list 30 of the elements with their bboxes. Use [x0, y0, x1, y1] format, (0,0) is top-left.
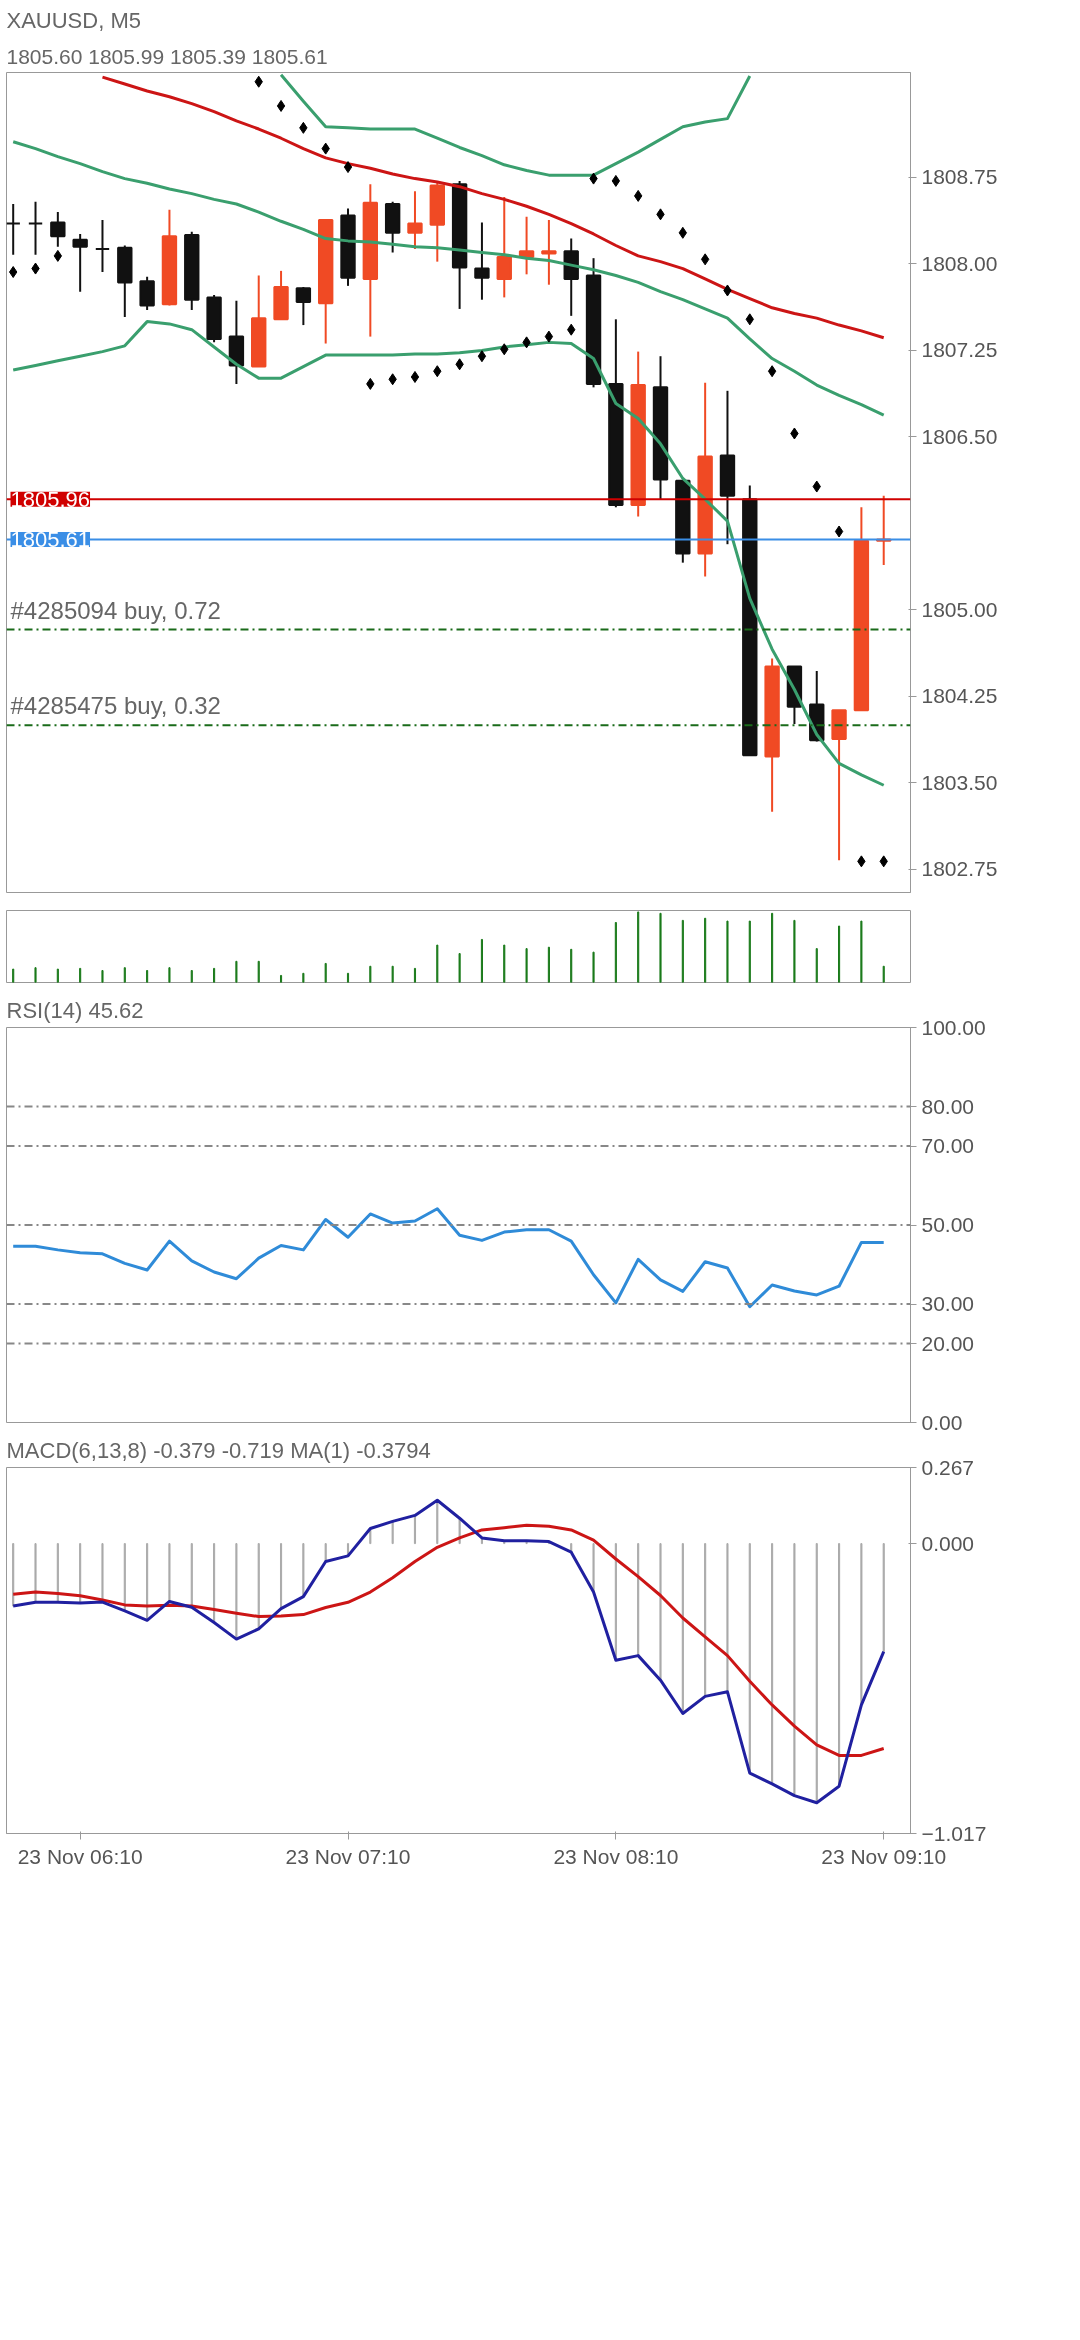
y-tick-label: −1.017 [921, 1821, 987, 1845]
ref-line-label: 1805.61 [10, 527, 91, 553]
y-tick-label: 1804.25 [921, 684, 998, 708]
y-tick-label: 1805.00 [921, 597, 998, 621]
x-tick-label: 23 Nov 07:10 [285, 1844, 411, 1868]
y-tick-label: 50.00 [921, 1213, 975, 1236]
ref-line-label: 1805.96 [10, 486, 91, 512]
chart-subtitle: 1805.60 1805.99 1805.39 1805.61 [6, 44, 328, 68]
x-tick-label: 23 Nov 06:10 [17, 1844, 143, 1868]
y-tick-label: 0.000 [921, 1531, 975, 1555]
ref-line-label: #4285475 buy, 0.32 [10, 692, 221, 720]
y-tick-label: 30.00 [921, 1292, 975, 1315]
y-tick-label: 0.267 [921, 1455, 975, 1479]
y-tick-label: 80.00 [921, 1094, 975, 1118]
chart-title: RSI(14) 45.62 [6, 997, 144, 1023]
y-tick-label: 0.00 [921, 1410, 963, 1434]
x-tick-label: 23 Nov 09:10 [821, 1844, 947, 1868]
y-tick-label: 100.00 [921, 1015, 986, 1039]
y-tick-label: 1803.50 [921, 770, 998, 794]
y-tick-label: 70.00 [921, 1134, 975, 1157]
y-tick-label: 1807.25 [921, 338, 998, 362]
y-tick-label: 1808.00 [921, 251, 998, 275]
y-tick-label: 1806.50 [921, 424, 998, 448]
ref-line-label: #4285094 buy, 0.72 [10, 596, 221, 624]
y-tick-label: 1802.75 [921, 857, 998, 881]
chart-title: XAUUSD, M5 [6, 7, 141, 33]
y-tick-label: 20.00 [921, 1331, 975, 1355]
x-tick-label: 23 Nov 08:10 [553, 1844, 679, 1868]
y-tick-label: 1808.75 [921, 165, 998, 189]
chart-title: MACD(6,13,8) -0.379 -0.719 MA(1) -0.3794 [6, 1437, 431, 1463]
